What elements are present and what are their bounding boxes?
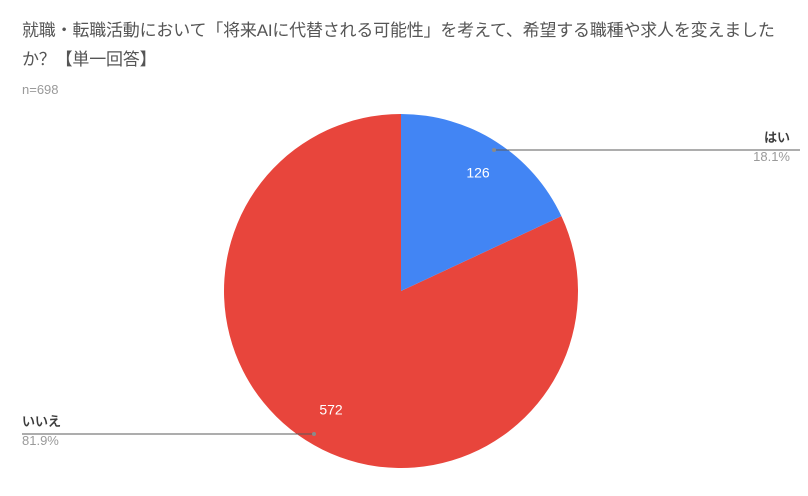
sample-size-label: n=698: [22, 82, 59, 97]
callout-label-no[interactable]: いいえ 81.9%: [22, 414, 61, 449]
pie-slice-yes[interactable]: [401, 114, 562, 291]
callout-label-yes[interactable]: はい 18.1%: [753, 130, 790, 165]
callout-label-no-percent: 81.9%: [22, 433, 59, 448]
leader-dot-yes: [492, 148, 496, 152]
leader-dot-no: [312, 432, 316, 436]
pie-slice-no-value-label: 572: [319, 402, 343, 418]
callout-label-yes-name: はい: [763, 130, 790, 145]
callout-label-yes-percent: 18.1%: [753, 149, 790, 164]
chart-title: 就職・転職活動において「将来AIに代替される可能性」を考えて、希望する職種や求人…: [22, 21, 775, 69]
callout-label-no-name: いいえ: [22, 414, 62, 429]
pie-slice-no[interactable]: [224, 114, 579, 469]
pie-slice-yes-value-label: 126: [466, 165, 490, 181]
chart-header: 就職・転職活動において「将来AIに代替される可能性」を考えて、希望する職種や求人…: [22, 16, 792, 98]
